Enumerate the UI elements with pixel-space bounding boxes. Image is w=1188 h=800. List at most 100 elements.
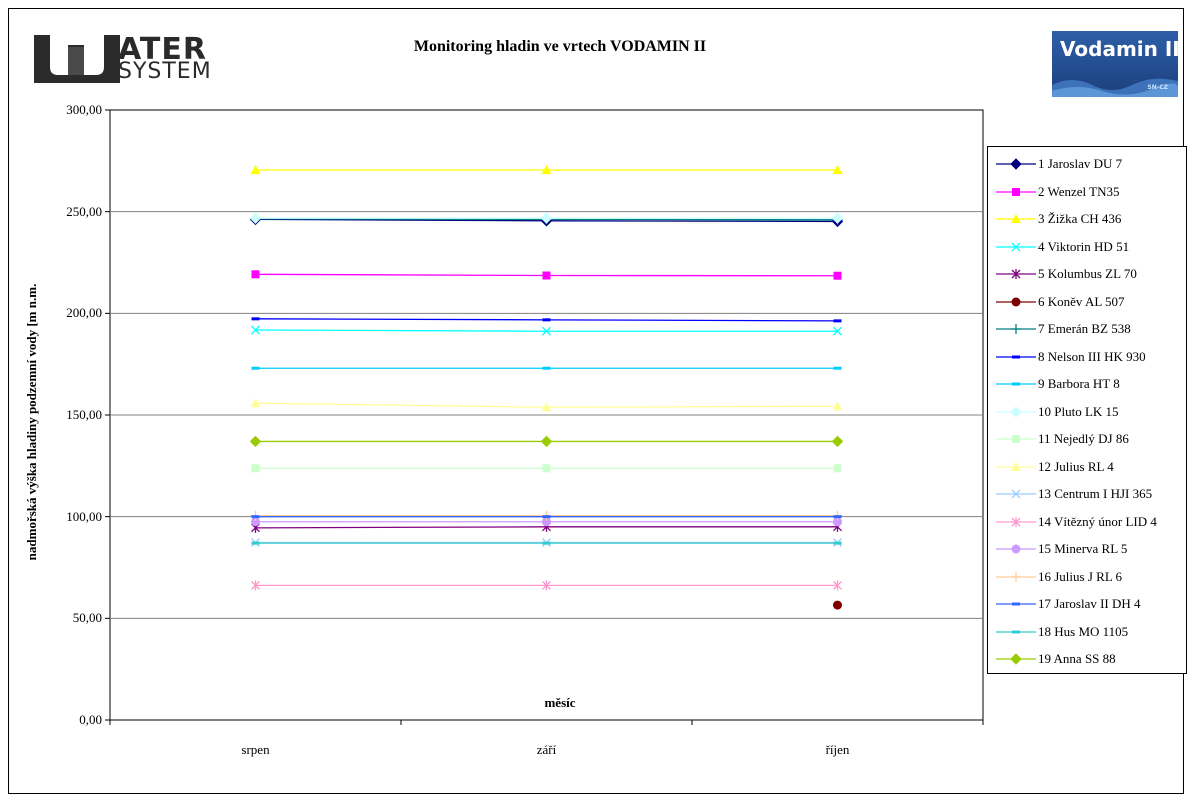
legend-item: 14 Vítězný únor LID 4	[988, 512, 1186, 532]
legend-swatch	[996, 405, 1036, 418]
y-tick-label: 100,00	[66, 508, 102, 524]
data-point	[251, 515, 260, 519]
legend-swatch	[996, 324, 1036, 334]
data-point	[542, 541, 551, 545]
legend-item: 4 Viktorin HD 51	[988, 237, 1186, 257]
vodamin-logo: Vodamin II SN-CZ	[1052, 31, 1178, 97]
legend-swatch	[996, 269, 1036, 279]
x-tick-label: říjen	[825, 742, 850, 757]
data-point	[1012, 187, 1020, 196]
y-tick-label: 300,00	[66, 102, 102, 117]
legend-label: 14 Vítězný únor LID 4	[1038, 513, 1157, 529]
legend-swatch	[996, 382, 1036, 386]
series-8	[251, 317, 842, 323]
water-logo-w-icon	[34, 35, 120, 83]
series-3	[250, 164, 843, 174]
series-18	[251, 541, 842, 545]
data-point	[251, 270, 260, 279]
legend-label: 7 Emerán BZ 538	[1038, 321, 1131, 336]
data-point	[249, 435, 262, 448]
legend-swatch	[996, 544, 1036, 554]
data-point	[833, 464, 842, 473]
data-point	[1011, 269, 1021, 279]
data-point	[1010, 653, 1022, 665]
legend-label: 12 Julius RL 4	[1038, 458, 1114, 474]
legend-label: 11 Nejedlý DJ 86	[1038, 431, 1129, 446]
x-axis-label: měsíc	[544, 695, 576, 710]
data-point	[542, 326, 551, 336]
y-tick-label: 200,00	[66, 305, 102, 321]
legend-swatch	[996, 355, 1036, 358]
legend-swatch	[996, 435, 1036, 443]
legend-item: 15 Minerva RL 5	[988, 539, 1186, 559]
series-6	[833, 600, 842, 610]
data-point	[542, 318, 551, 322]
data-point	[1011, 461, 1021, 471]
series-4	[251, 325, 842, 336]
legend-item: 5 Kolumbus ZL 70	[988, 264, 1186, 284]
legend-item: 16 Julius J RL 6	[988, 567, 1186, 587]
legend-swatch	[996, 187, 1036, 196]
data-point	[251, 366, 260, 370]
data-point	[251, 580, 260, 591]
legend-label: 19 Anna SS 88	[1038, 651, 1116, 666]
legend-item: 6 Koněv AL 507	[988, 292, 1186, 312]
y-axis-label: nadmořská výška hladiny podzemní vody [m…	[24, 283, 39, 561]
data-point	[833, 271, 842, 280]
legend-label: 17 Jaroslav II DH 4	[1038, 596, 1141, 611]
data-point	[832, 164, 843, 174]
series-11	[251, 464, 842, 473]
data-point	[1011, 324, 1021, 334]
data-point	[251, 325, 260, 335]
legend-label: 10 Pluto LK 15	[1038, 403, 1119, 419]
data-point	[1011, 571, 1021, 582]
y-tick-label: 150,00	[66, 407, 102, 422]
legend-item: 8 Nelson III HK 930	[988, 347, 1186, 367]
data-point	[251, 317, 260, 321]
legend-swatch	[996, 602, 1036, 606]
y-tick-label: 250,00	[66, 203, 102, 219]
logo-system-text: SYSTEM	[118, 59, 212, 84]
data-point	[831, 435, 844, 448]
series-9	[251, 366, 842, 370]
legend-label: 6 Koněv AL 507	[1038, 293, 1125, 309]
legend-item: 7 Emerán BZ 538	[988, 319, 1186, 339]
legend-label: 13 Centrum I HJI 365	[1038, 486, 1153, 501]
legend-item: 1 Jaroslav DU 7	[988, 154, 1186, 174]
data-point	[541, 402, 552, 412]
chart-legend: 1 Jaroslav DU 7 2 Wenzel TN35 3 Žižka CH 4…	[987, 146, 1187, 674]
data-point	[542, 517, 551, 527]
vodamin-logo-text: Vodamin II	[1060, 37, 1178, 61]
data-point	[833, 366, 842, 370]
legend-swatch	[996, 630, 1036, 633]
series-12	[250, 398, 843, 412]
data-point	[833, 600, 842, 610]
logo-ater-text: ATER	[118, 32, 207, 67]
data-point	[1011, 297, 1021, 306]
legend-label: 3 Žižka CH 436	[1038, 211, 1122, 226]
legend-swatch	[996, 653, 1036, 665]
waves-icon	[1052, 78, 1178, 97]
data-point	[1012, 602, 1020, 606]
data-point	[831, 212, 844, 224]
data-point	[833, 326, 842, 336]
legend-swatch	[996, 461, 1036, 471]
data-point	[1011, 544, 1021, 554]
legend-label: 15 Minerva RL 5	[1038, 541, 1128, 556]
legend-label: 4 Viktorin HD 51	[1038, 238, 1130, 254]
legend-item: 17 Jaroslav II DH 4	[988, 594, 1186, 614]
legend-label: 1 Jaroslav DU 7	[1038, 156, 1123, 171]
data-point	[249, 212, 262, 224]
series-5	[251, 521, 842, 533]
x-tick-label: září	[536, 742, 557, 757]
data-point	[1010, 158, 1022, 170]
series-17	[251, 515, 842, 519]
legend-label: 8 Nelson III HK 930	[1038, 348, 1146, 364]
legend-item: 12 Julius RL 4	[988, 457, 1186, 477]
legend-item: 10 Pluto LK 15	[988, 402, 1186, 422]
legend-swatch	[996, 571, 1036, 582]
legend-item: 11 Nejedlý DJ 86	[988, 429, 1186, 449]
data-point	[1012, 630, 1020, 633]
y-tick-label: 0,00	[79, 712, 102, 727]
